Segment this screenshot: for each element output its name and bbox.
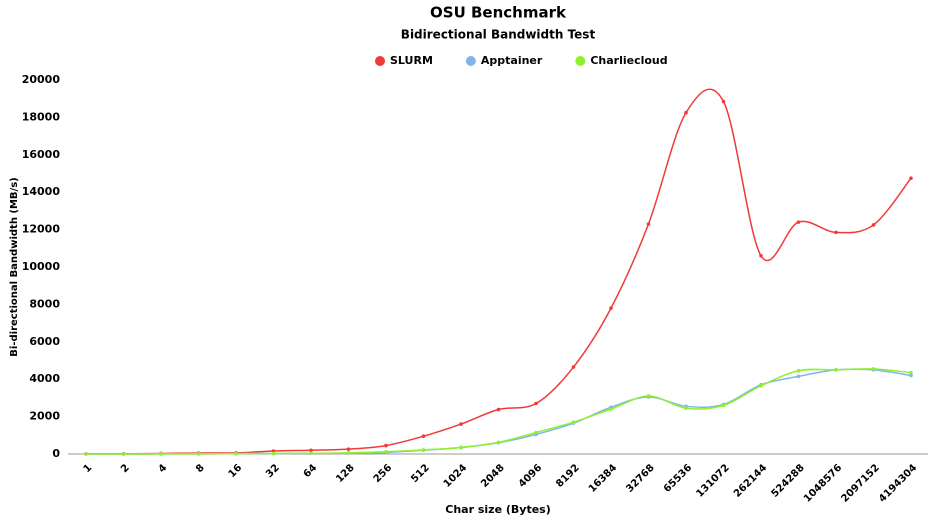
data-point [421,448,426,452]
data-point [346,451,351,455]
y-tick-label: 0 [52,447,60,460]
x-tick-label: 131072 [694,462,731,499]
data-point [684,406,688,410]
data-point [609,306,613,310]
data-point [534,430,538,435]
data-point [534,401,538,406]
data-point [646,394,651,398]
y-tick-label: 18000 [22,110,61,123]
data-point [271,451,276,456]
data-point [796,220,801,224]
x-tick-label: 16384 [587,462,619,494]
data-point [571,365,576,369]
data-point [759,383,763,388]
x-tick-label: 4 [157,462,170,475]
legend-label: Charliecloud [590,54,667,67]
data-point [459,445,463,450]
y-tick-label: 6000 [29,335,60,348]
x-tick-label: 32 [264,462,282,480]
data-point [309,448,313,453]
chart-subtitle: Bidirectional Bandwidth Test [401,28,596,42]
x-tick-label: 2097152 [840,462,882,504]
data-point [384,443,388,448]
legend-label: SLURM [390,54,433,67]
data-point [384,449,388,454]
y-tick-label: 16000 [22,148,61,161]
data-point [496,407,501,412]
data-point [609,407,613,411]
data-point [121,452,126,456]
chart-title: OSU Benchmark [430,4,567,22]
y-tick-label: 12000 [22,223,61,236]
data-point [496,440,501,445]
x-tick-label: 65536 [662,462,694,494]
y-tick-label: 10000 [22,260,61,273]
data-point [646,222,651,226]
data-point [871,367,876,371]
y-tick-label: 14000 [22,185,61,198]
x-tick-label: 524288 [769,462,806,499]
x-tick-label: 8 [194,462,207,475]
legend-marker [575,56,586,66]
data-point [871,223,876,227]
series-line [85,88,912,455]
data-point [909,373,913,378]
x-tick-label: 262144 [732,462,769,499]
data-point [571,420,576,425]
x-tick-label: 4096 [517,462,544,489]
data-point [421,434,426,439]
data-point [834,230,838,235]
y-tick-label: 4000 [29,372,60,385]
x-tick-label: 128 [334,462,357,485]
x-tick-label: 512 [409,462,432,485]
data-point [796,374,801,379]
y-tick-label: 20000 [22,73,61,86]
data-point [721,99,726,104]
x-axis-title: Char size (Bytes) [445,503,550,516]
data-point [309,451,313,456]
x-tick-label: 4194304 [877,462,919,504]
data-point [721,403,726,408]
data-point [909,176,913,180]
y-tick-label: 2000 [29,410,60,423]
x-tick-label: 2 [119,462,132,475]
data-point [159,452,163,456]
data-point [909,370,913,375]
legend-marker [465,56,476,66]
y-axis-title: Bi-directional Bandwidth (MB/s) [9,177,20,356]
x-tick-label: 1024 [442,462,469,489]
data-point [834,368,838,372]
legend-marker [375,56,385,66]
x-tick-label: 256 [372,462,395,485]
x-tick-label: 1048576 [802,462,844,504]
data-point [459,422,463,426]
y-tick-label: 8000 [29,297,60,310]
x-tick-label: 16 [227,462,245,480]
data-point [684,110,688,115]
x-tick-label: 2048 [479,462,506,489]
data-point [84,452,88,456]
data-point [759,253,763,258]
data-point [234,451,238,456]
x-tick-label: 64 [302,462,320,480]
x-tick-label: 8192 [554,462,581,489]
x-tick-label: 1 [82,462,95,475]
data-point [196,452,201,456]
data-point [796,368,801,373]
x-tick-label: 32768 [624,462,656,494]
data-point [346,447,351,451]
legend-label: Apptainer [481,54,543,67]
